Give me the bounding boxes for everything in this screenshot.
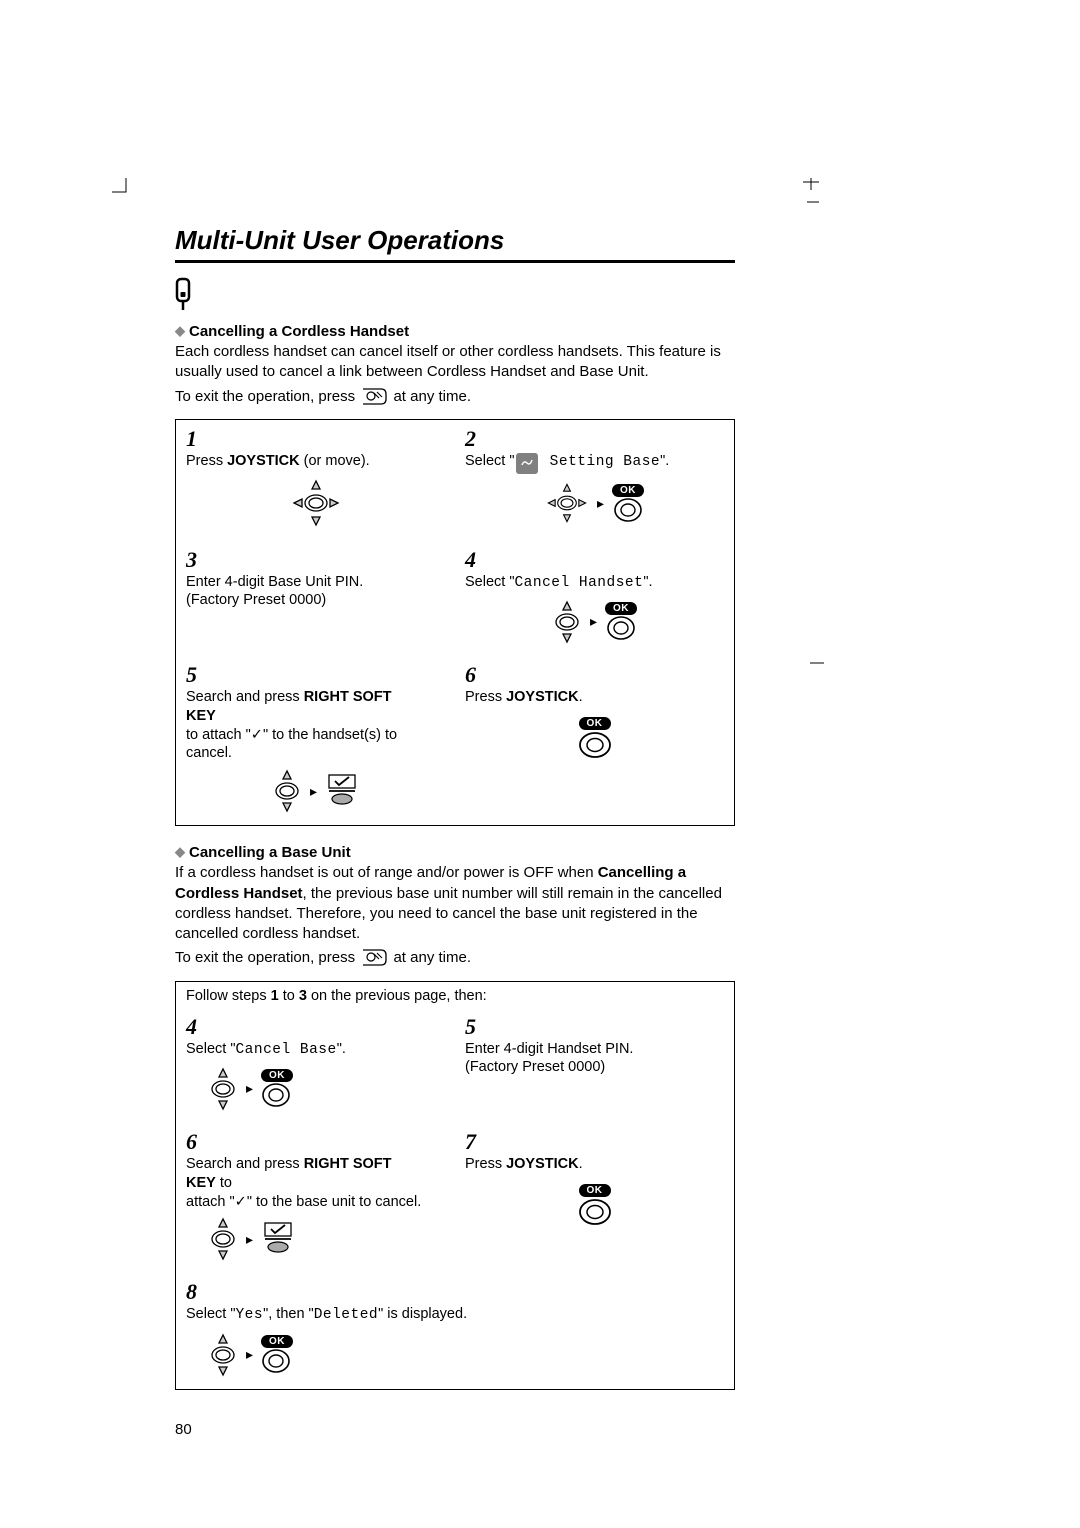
step5-art: ▸ — [186, 769, 445, 817]
section2-heading: ◆Cancelling a Base Unit — [175, 844, 735, 861]
step6-art: OK — [465, 713, 724, 764]
s2-step8-art: ▸ OK — [208, 1331, 724, 1381]
joystick-updown-icon — [208, 1333, 238, 1377]
page-title: Multi-Unit User Operations — [175, 225, 735, 256]
ok-press-icon: OK — [261, 1065, 293, 1112]
joystick-updown-icon — [208, 1067, 238, 1111]
s2-step6-art: ▸ — [208, 1217, 445, 1265]
ok-press-icon: OK — [605, 598, 637, 645]
off-key-icon — [361, 948, 387, 972]
step3-num: 3 — [186, 547, 204, 573]
arrow-icon: ▸ — [310, 783, 317, 800]
diamond-bullet-icon: ◆ — [175, 323, 185, 338]
diamond-bullet-icon: ◆ — [175, 844, 185, 859]
ok-press-icon: OK — [578, 713, 612, 764]
arrow-icon: ▸ — [246, 1231, 253, 1248]
step6-num: 6 — [465, 662, 483, 688]
s2-step6-cell: 6 Search and press RIGHT SOFT KEY to att… — [176, 1123, 455, 1274]
crop-mark-top-right — [795, 178, 823, 218]
step5-cell: 5 Search and press RIGHT SOFT KEY to att… — [176, 656, 455, 825]
crop-mark-top-left — [112, 178, 132, 202]
crop-mark-right — [810, 654, 826, 671]
s2-step4-art: ▸ OK — [208, 1065, 445, 1115]
step1-cell: 1 Press JOYSTICK (or move). — [176, 420, 455, 541]
section2-exit: To exit the operation, press at any time… — [175, 948, 735, 972]
s2-step7-art: OK — [465, 1180, 724, 1231]
joystick-updown-icon — [272, 769, 302, 813]
step4-num: 4 — [465, 547, 483, 573]
step5-text: Search and press RIGHT SOFT KEY to attac… — [186, 688, 423, 763]
step1-text: Press JOYSTICK (or move). — [186, 452, 423, 471]
joystick-updown-icon — [208, 1217, 238, 1261]
arrow-icon: ▸ — [597, 495, 604, 512]
step4-art: ▸ OK — [465, 598, 724, 648]
section2-steps-box: Follow steps 1 to 3 on the previous page… — [175, 981, 735, 1390]
s2-step7-cell: 7 Press JOYSTICK. OK — [455, 1123, 734, 1274]
step2-art: ▸ OK — [465, 480, 724, 530]
step2-num: 2 — [465, 426, 483, 452]
arrow-icon: ▸ — [246, 1080, 253, 1097]
ok-press-icon: OK — [261, 1331, 293, 1378]
step3-cell: 3 Enter 4-digit Base Unit PIN. (Factory … — [176, 541, 455, 656]
section1-heading: ◆Cancelling a Cordless Handset — [175, 323, 735, 340]
ok-press-icon: OK — [612, 480, 644, 527]
page-number: 80 — [175, 1421, 192, 1438]
step4-cell: 4 Select "Cancel Handset". — [455, 541, 734, 656]
step1-num: 1 — [186, 426, 204, 452]
s2-step5-cell: 5 Enter 4-digit Handset PIN. (Factory Pr… — [455, 1008, 734, 1123]
joystick-4way-small-icon — [545, 481, 589, 525]
setting-base-badge-icon — [516, 453, 538, 474]
softkey-check-icon — [325, 773, 359, 809]
section2-para: If a cordless handset is out of range an… — [175, 863, 735, 944]
title-rule — [175, 260, 735, 263]
section1-steps-box: 1 Press JOYSTICK (or move). — [175, 419, 735, 827]
step4-text: Select "Cancel Handset". — [465, 573, 702, 593]
handset-icon — [175, 277, 735, 315]
step6-text: Press JOYSTICK. — [465, 688, 702, 707]
step6-cell: 6 Press JOYSTICK. OK — [455, 656, 734, 825]
softkey-check-icon — [261, 1221, 295, 1257]
ok-press-icon: OK — [578, 1180, 612, 1231]
arrow-icon: ▸ — [246, 1346, 253, 1363]
step5-num: 5 — [186, 662, 204, 688]
section1-exit: To exit the operation, press at any time… — [175, 387, 735, 411]
page-content: Multi-Unit User Operations ◆Cancelling a… — [175, 225, 735, 1408]
step2-text: Select " Setting Base". — [465, 452, 702, 474]
arrow-icon: ▸ — [590, 613, 597, 630]
s2-step8-cell: 8 Select "Yes", then "Deleted" is displa… — [176, 1273, 734, 1388]
joystick-updown-icon — [552, 600, 582, 644]
follow-steps-note: Follow steps 1 to 3 on the previous page… — [176, 982, 734, 1008]
step3-text: Enter 4-digit Base Unit PIN. (Factory Pr… — [186, 573, 423, 611]
s2-step4-cell: 4 Select "Cancel Base". — [176, 1008, 455, 1123]
step2-cell: 2 Select " Setting Base". — [455, 420, 734, 541]
joystick-4way-icon — [186, 477, 445, 533]
off-key-icon — [361, 387, 387, 411]
section1-para1: Each cordless handset can cancel itself … — [175, 342, 735, 383]
